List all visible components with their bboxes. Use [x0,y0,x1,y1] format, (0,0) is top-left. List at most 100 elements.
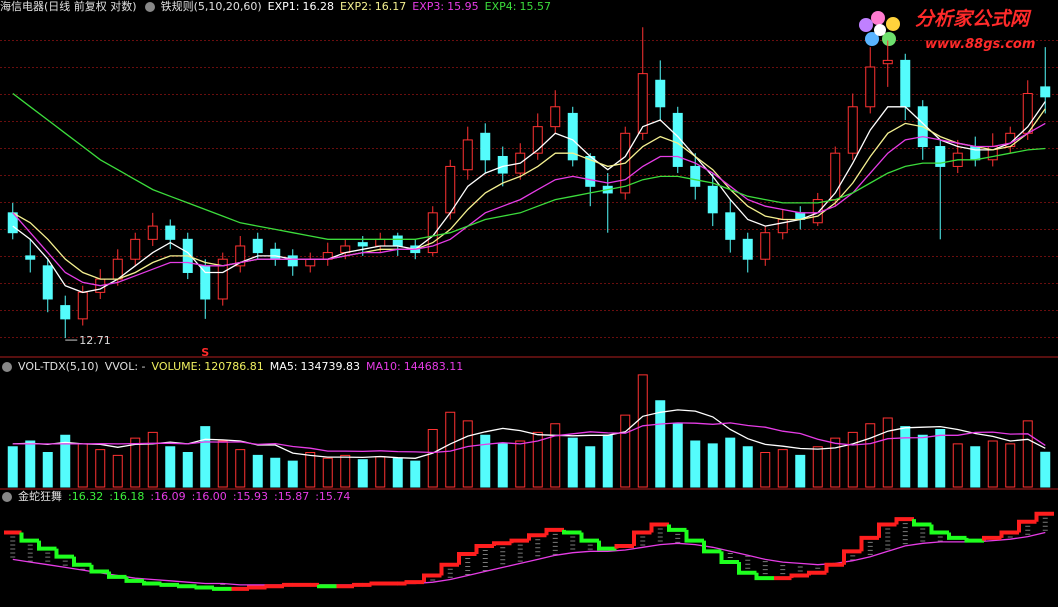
step-segment [614,543,634,549]
menu-icon[interactable] [2,492,12,502]
volume-bar [322,457,333,488]
volume-bar [672,423,683,488]
legend-value: 16.28 [302,0,334,13]
step-segment [737,562,757,575]
volume-bar [410,460,421,488]
step-segment [282,582,302,587]
candle-body [462,139,473,171]
volume-bar [532,431,543,488]
logo [859,11,900,46]
legend-value: 134739.83 [300,360,361,373]
volume-bar [130,437,141,488]
step-segment [369,581,389,586]
step-segment [124,576,144,583]
volume-bar [25,440,36,488]
volume-bar [252,454,263,488]
candle-body [392,235,403,247]
step-segment [684,529,704,543]
volume-bar [567,437,578,488]
candle-body [270,248,281,260]
step-segment [457,552,477,565]
step-segment [929,524,949,535]
candle-body [287,255,298,267]
candle-body [497,155,508,174]
volume-bar [865,423,876,488]
volume-ma-line [12,422,1046,454]
indicator-readout: :16.09 [150,490,186,503]
indicator-readout: :15.93 [232,490,269,503]
volume-bar [287,460,298,488]
menu-icon[interactable] [144,2,155,12]
indicator-header: 金蛇狂舞:16.32:16.18:16.09:16.00:15.93:15.87… [0,490,356,504]
candle-body [882,59,893,65]
chart-title: 海信电器(日线 前复权 对数) [0,0,137,13]
candle-body [200,265,211,300]
step-segment [877,522,897,538]
candle-body [900,59,911,108]
legend-value: 16.17 [374,0,407,13]
volume-bar [217,440,228,488]
step-segment [37,540,57,551]
volume-bar [637,374,648,488]
volume-bar [970,446,981,488]
volume-bar [935,429,946,488]
ma-line [12,101,1046,294]
volume-bar [357,459,368,488]
ma-line [12,108,1046,280]
volume-bar [900,426,911,488]
volume-bar [340,454,351,488]
candle-body [130,238,141,260]
legend-label: VOLUME: [151,360,202,373]
volume-bar [1022,420,1033,488]
step-segment [474,543,494,554]
candle-body [7,212,18,234]
step-segment [247,585,267,590]
menu-icon[interactable] [2,362,12,372]
indicator-readout: :15.87 [274,490,310,503]
indicator-name: VOL-TDX(5,10) [18,360,99,373]
volume-bar [200,426,211,488]
candle-body [567,112,578,161]
watermark-title: 分析家公式网 [915,8,1032,30]
candle-body [637,73,648,134]
volume-bar [742,446,753,488]
candle-body [690,165,701,187]
volume-bar [707,443,718,488]
volume-bar [760,452,771,488]
step-segment [194,585,214,590]
step-segment [894,517,914,525]
volume-bar [7,446,18,488]
indicator-readout: :16.18 [109,490,145,503]
candle-body [1040,86,1051,98]
volume-bar [550,423,561,488]
volume-bar [427,429,438,488]
step-segment [999,530,1019,538]
volume-bar [392,457,403,488]
volume-bar [497,443,508,488]
step-segment [754,572,774,581]
indicator-readout: :16.00 [191,490,227,503]
volume-bar [270,457,281,488]
step-segment [404,580,424,585]
step-segment [579,532,599,543]
step-segment [719,551,739,565]
step-segment [19,532,39,543]
volume-bar [165,446,176,488]
candle-body [235,245,246,267]
volume-bar [795,454,806,488]
volume-bar [917,434,928,488]
volume-bar [602,434,613,488]
indicator-note: VVOL: - [104,360,146,373]
candle-body [760,232,771,260]
volume-bar [182,452,193,488]
candle-body [357,242,368,247]
step-segment [632,530,652,546]
volume-bar [147,431,158,488]
step-segment [667,524,687,532]
step-segment [492,541,512,546]
indicator-name: 金蛇狂舞 [18,490,62,503]
base-line [12,531,1046,586]
step-segment [107,571,127,579]
low-label: 12.71 [79,334,111,347]
